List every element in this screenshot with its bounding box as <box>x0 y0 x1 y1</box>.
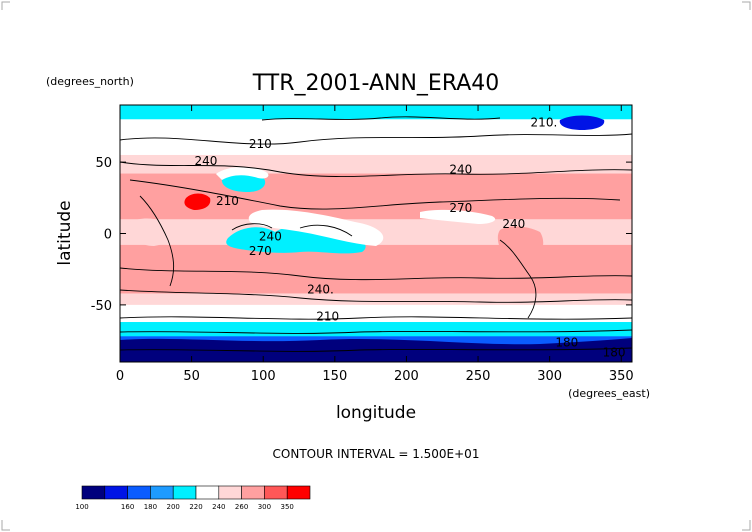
x-tick-label-2: 100 <box>251 369 276 384</box>
colorbar-swatch-0 <box>81 485 106 500</box>
contour-lines <box>120 116 632 352</box>
contour-interval-note: CONTOUR INTERVAL = 1.500E+01 <box>273 447 480 461</box>
contour-label-2: 240 <box>194 154 217 168</box>
colorbar-swatch-8 <box>264 485 288 500</box>
colorbar-swatch-6 <box>218 485 242 500</box>
x-units-label: (degrees_east) <box>568 387 650 400</box>
x-tick-label-5: 250 <box>466 369 491 384</box>
x-ticks: 0 50 100 150 200 250 300 350 <box>116 105 634 384</box>
colorbar-label-7: 300 <box>258 503 271 511</box>
colorbar-swatch-4 <box>172 485 197 500</box>
y-tick-label-2: -50 <box>91 299 112 314</box>
contour-label-12: 180 <box>603 345 626 359</box>
band-4 <box>120 173 632 185</box>
colorbar-label-0: 100 <box>75 503 88 511</box>
band-10 <box>120 304 632 313</box>
tropical-convection-white <box>248 209 384 246</box>
contour-label-9: 240. <box>307 282 334 296</box>
y-axis-label: latitude <box>55 200 75 265</box>
contour-label-8: 270 <box>249 244 272 258</box>
colorbar-label-2: 180 <box>144 503 157 511</box>
colorbar-label-4: 220 <box>189 503 202 511</box>
contour-label-10: 210 <box>316 310 339 324</box>
x-tick-label-6: 300 <box>537 369 562 384</box>
regional-features <box>120 115 632 362</box>
colorbar-swatch-7 <box>241 485 265 500</box>
colorbar-label-5: 240 <box>212 503 225 511</box>
chart-title: TTR_2001-ANN_ERA40 <box>252 71 500 96</box>
colorbar-label-6: 260 <box>235 503 248 511</box>
y-tick-label-1: 0 <box>104 228 112 243</box>
colorbar-swatch-5 <box>195 485 220 500</box>
colorbar-label-3: 200 <box>167 503 180 511</box>
band-7 <box>120 244 632 284</box>
arabia-high <box>184 193 211 210</box>
band-9 <box>120 293 632 306</box>
colorbar-swatch-9 <box>286 485 311 500</box>
colorbar-swatch-3 <box>150 485 174 500</box>
colorbar-swatch-1 <box>104 485 128 500</box>
contour-label-11: 180 <box>555 335 578 349</box>
arctic-deep <box>559 115 605 130</box>
contour-label-3: 240 <box>449 163 472 177</box>
himalaya-white <box>216 166 269 180</box>
x-tick-label-1: 50 <box>183 369 200 384</box>
x-axis-label: longitude <box>336 403 416 423</box>
colorbar-label-8: 350 <box>281 503 294 511</box>
contour-label-5: 210 <box>216 194 239 208</box>
colorbar-swatch-2 <box>127 485 151 500</box>
pacific-white-strip <box>420 209 496 224</box>
band-0 <box>120 105 632 120</box>
contour-label-6: 240 <box>502 217 525 231</box>
band-8 <box>120 283 632 294</box>
y-ticks: 50 0 -50 <box>91 156 632 314</box>
x-tick-label-4: 200 <box>394 369 419 384</box>
colorbar-label-1: 160 <box>121 503 134 511</box>
x-tick-label-3: 150 <box>322 369 347 384</box>
colorbar: 100 160 180 200 220 240 260 300 350 <box>75 485 311 511</box>
africa-convection <box>129 218 174 246</box>
band-2 <box>120 136 632 156</box>
x-tick-label-0: 0 <box>116 369 124 384</box>
x-tick-label-7: 350 <box>609 369 634 384</box>
y-units-label: (degrees_north) <box>46 75 134 88</box>
band-1 <box>120 119 632 137</box>
plot-area: 210.210240240270210240240270240.21018018… <box>120 105 632 362</box>
contour-label-0: 210. <box>531 115 558 129</box>
contour-label-7: 240 <box>259 230 282 244</box>
contour-label-4: 270 <box>449 201 472 215</box>
y-tick-label-0: 50 <box>95 156 112 171</box>
contour-label-1: 210 <box>249 137 272 151</box>
amazon-convection <box>497 226 544 273</box>
contour-labels: 210.210240240270210240240270240.21018018… <box>194 115 625 359</box>
